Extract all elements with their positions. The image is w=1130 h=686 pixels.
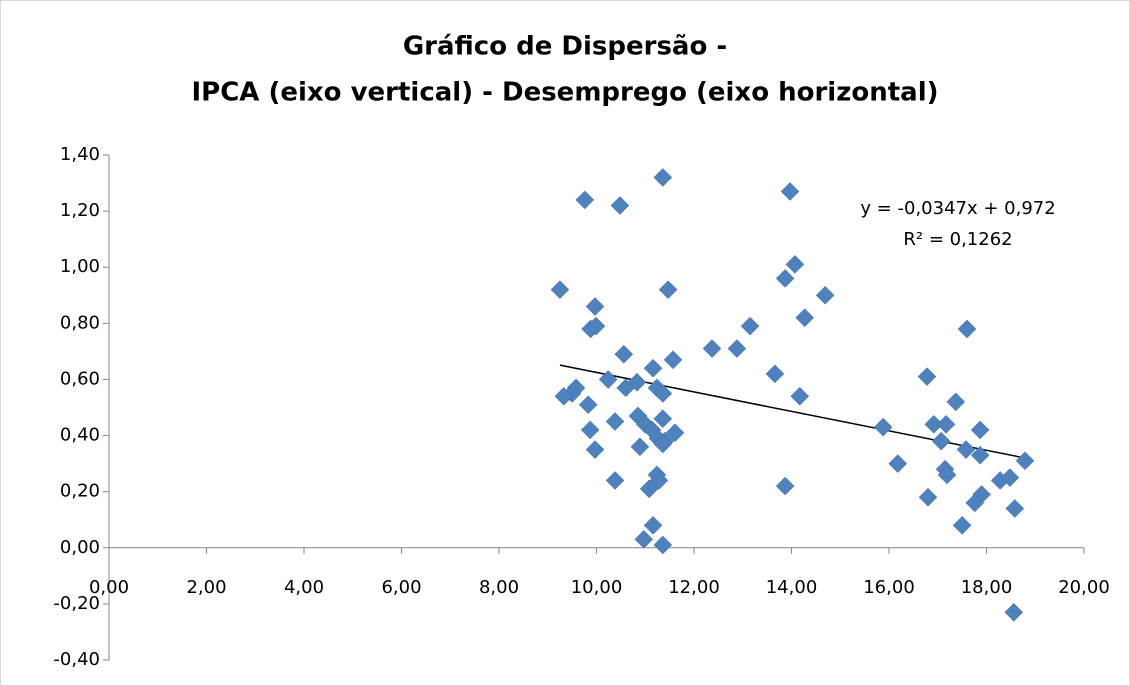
y-tick-label: 0,20 — [60, 481, 100, 502]
scatter-point — [790, 386, 810, 406]
trendline-r2: R² = 0,1262 — [903, 229, 1012, 250]
scatter-point — [1015, 451, 1035, 471]
scatter-point — [658, 280, 678, 300]
x-tick-label: 16,00 — [863, 577, 915, 598]
scatter-point — [965, 493, 985, 513]
scatter-point — [1000, 468, 1020, 487]
scatter-point — [653, 384, 673, 403]
x-tick-label: 18,00 — [961, 577, 1013, 598]
scatter-point — [957, 319, 977, 339]
scatter-point — [888, 454, 908, 473]
y-tick-label: 0,60 — [60, 368, 100, 389]
scatter-point — [970, 445, 990, 465]
y-tick-label: -0,20 — [53, 593, 100, 614]
x-tick-label: 8,00 — [479, 577, 519, 598]
scatter-point — [653, 535, 673, 555]
scatter-point — [918, 487, 938, 507]
scatter-point — [1004, 602, 1024, 622]
scatter-point — [956, 440, 976, 459]
scatter-point — [598, 370, 618, 389]
scatter-point — [605, 471, 625, 490]
x-tick-label: 14,00 — [766, 577, 818, 598]
scatter-point — [931, 431, 951, 451]
scatter-point — [575, 190, 595, 210]
scatter-point — [663, 350, 683, 370]
scatter-point — [580, 420, 600, 440]
scatter-point — [653, 168, 673, 187]
x-tick-label: 2,00 — [186, 577, 226, 598]
scatter-point — [643, 358, 663, 378]
scatter-point — [970, 420, 990, 440]
scatter-point — [775, 269, 795, 288]
scatter-point — [765, 364, 785, 384]
scatter-point — [775, 476, 795, 496]
scatter-point — [952, 515, 972, 535]
scatter-point — [643, 515, 663, 535]
scatter-point — [630, 437, 650, 457]
scatter-point — [727, 339, 747, 358]
x-tick-label: 12,00 — [668, 577, 720, 598]
scatter-point — [702, 339, 722, 358]
scatter-point — [795, 308, 815, 328]
x-tick-label: 6,00 — [381, 577, 421, 598]
scatter-point — [873, 417, 893, 437]
scatter-point — [585, 297, 605, 316]
y-tick-label: 0,80 — [60, 312, 100, 333]
y-tick-label: 0,00 — [60, 537, 100, 558]
scatter-point — [605, 412, 625, 431]
scatter-point — [610, 196, 630, 215]
y-tick-label: 1,20 — [60, 200, 100, 221]
y-tick-label: 0,40 — [60, 425, 100, 446]
scatter-point — [653, 409, 673, 429]
scatter-point — [780, 182, 800, 201]
scatter-point — [917, 367, 937, 386]
y-tick-label: 1,00 — [60, 256, 100, 277]
scatter-point — [936, 414, 956, 434]
scatter-point — [639, 479, 659, 499]
scatter-point — [785, 255, 805, 274]
scatter-point — [815, 285, 835, 305]
scatter-point — [586, 316, 606, 336]
scatter-point — [937, 465, 957, 485]
x-tick-label: 4,00 — [284, 577, 324, 598]
scatter-point — [1005, 499, 1025, 518]
x-tick-label: 20,00 — [1058, 577, 1110, 598]
scatter-point — [585, 440, 605, 459]
trendline-equation: y = -0,0347x + 0,972 — [860, 198, 1055, 219]
scatter-point — [614, 344, 634, 364]
scatter-point — [653, 434, 673, 454]
chart-title: Gráfico de Dispersão - — [403, 32, 727, 62]
chart-title: IPCA (eixo vertical) - Desemprego (eixo … — [192, 78, 939, 108]
scatter-point — [665, 423, 685, 443]
x-tick-label: 0,00 — [89, 577, 129, 598]
scatter-point — [634, 530, 654, 549]
scatter-point — [554, 386, 574, 406]
y-tick-label: 1,40 — [60, 144, 100, 165]
y-tick-label: -0,40 — [53, 649, 100, 670]
scatter-point — [616, 378, 636, 398]
scatter-point — [578, 395, 598, 415]
scatter-point — [550, 280, 570, 300]
x-tick-label: 10,00 — [571, 577, 623, 598]
scatter-point — [946, 392, 966, 412]
scatter-point — [740, 316, 760, 336]
